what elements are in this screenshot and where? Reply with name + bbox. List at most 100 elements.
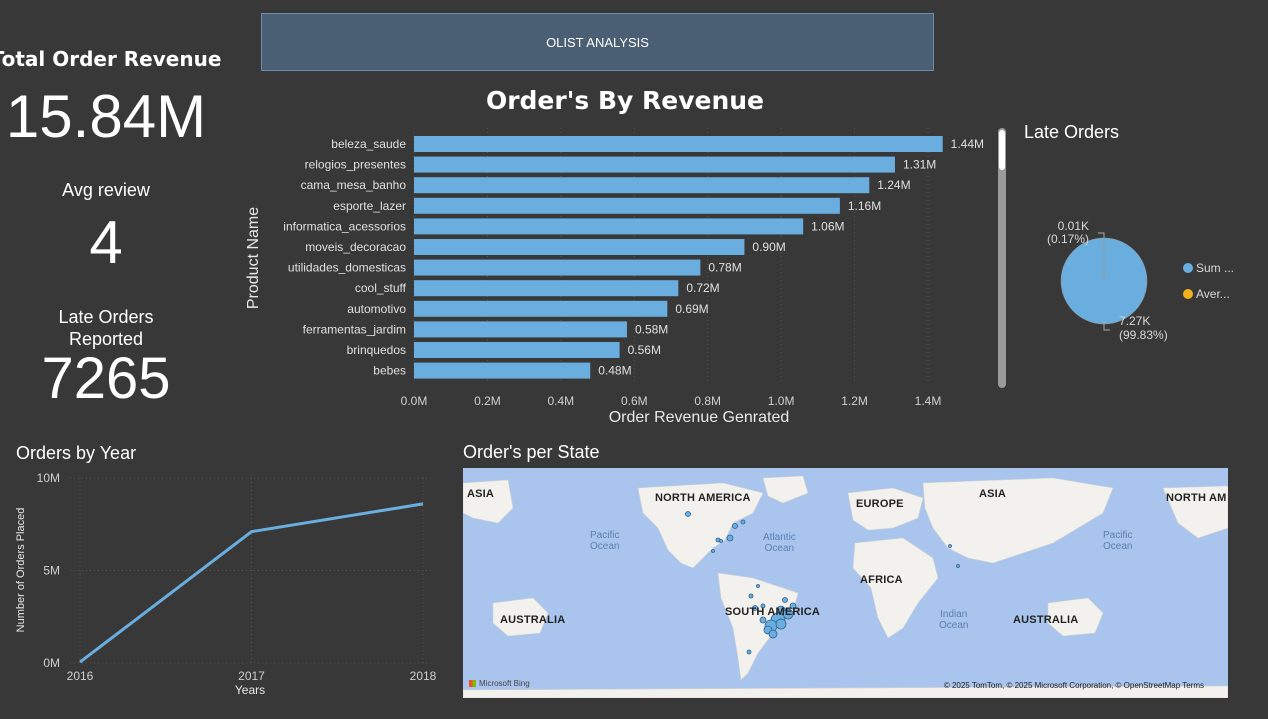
revenue-bar xyxy=(414,259,701,276)
continent-label-australia-left: AUSTRALIA xyxy=(500,614,566,626)
total-revenue-label: Total Order Revenue xyxy=(0,47,222,71)
revenue-bar xyxy=(414,218,804,235)
pie-leader-line-large xyxy=(1103,322,1110,331)
bar-category-label: bebes xyxy=(373,364,406,378)
bar-x-tick-label: 1.2M xyxy=(841,394,868,408)
legend-marker xyxy=(1183,263,1193,273)
revenue-bar xyxy=(414,177,870,194)
bar-category-label: cama_mesa_banho xyxy=(301,178,407,192)
revenue-bar xyxy=(414,342,620,358)
bar-data-label: 0.90M xyxy=(752,240,785,254)
legend-label: Aver... xyxy=(1196,287,1230,301)
banner-title: OLIST ANALYSIS xyxy=(546,34,649,50)
bar-data-label: 0.56M xyxy=(628,343,661,357)
line-x-axis-title: Years xyxy=(235,683,265,697)
continent-label-asia-left: ASIA xyxy=(467,488,495,500)
bar-x-tick-label: 1.0M xyxy=(768,394,795,408)
bar-data-label: 0.69M xyxy=(675,302,708,316)
ocean-label-indian: Indian Ocean xyxy=(939,609,969,631)
late-orders-pie-chart[interactable]: 0.01K(0.17%) 7.27K(99.83%) Sum ... Aver... xyxy=(1030,215,1260,350)
bar-x-tick-label: 0.8M xyxy=(694,394,721,408)
bar-data-label: 0.48M xyxy=(598,364,631,378)
pie-leader-line-small xyxy=(1098,232,1105,238)
avg-review-label: Avg review xyxy=(62,180,150,200)
pie-label-small-value: 0.01K xyxy=(1058,219,1089,233)
line-y-tick-label: 0M xyxy=(43,656,60,670)
late-orders-chart-title: Late Orders xyxy=(1024,122,1120,142)
revenue-bar-chart[interactable]: 0.0M 0.2M 0.4M 0.6M 0.8M 1.0M 1.2M 1.4M beleza_s… xyxy=(240,120,1020,430)
revenue-bar xyxy=(414,197,840,214)
revenue-bar xyxy=(414,239,745,255)
revenue-bar xyxy=(414,280,679,297)
bing-logo-text: Microsoft Bing xyxy=(479,679,530,688)
bar-data-label: 1.24M xyxy=(877,178,910,192)
bar-category-label: informatica_acessorios xyxy=(283,219,406,233)
bing-logo: Microsoft Bing xyxy=(469,679,530,688)
orders-by-year-title: Orders by Year xyxy=(16,443,137,463)
bar-data-label: 0.78M xyxy=(708,261,741,275)
bar-category-label: utilidades_domesticas xyxy=(288,261,406,275)
bar-x-tick-label: 1.4M xyxy=(915,394,942,408)
late-orders-value: 7265 xyxy=(41,346,171,411)
continent-label-north-america: NORTH AMERICA xyxy=(655,492,751,504)
continent-label-africa: AFRICA xyxy=(860,574,903,586)
bar-category-label: esporte_lazer xyxy=(333,199,406,213)
bar-data-label: 1.44M xyxy=(951,137,984,151)
late-orders-label: Late Orders Reported xyxy=(0,306,232,350)
legend-marker xyxy=(1183,289,1193,299)
legend-label: Sum ... xyxy=(1196,261,1234,275)
bar-chart-title: Order's By Revenue xyxy=(485,86,765,115)
bar-category-label: moveis_decoracao xyxy=(305,240,406,254)
pie-label-large-value: 7.27K xyxy=(1119,314,1150,328)
bar-scrollbar-thumb xyxy=(999,130,1005,170)
pie-label-small-pct: (0.17%) xyxy=(1047,232,1089,246)
revenue-bar xyxy=(414,136,943,152)
orders-line-series xyxy=(79,502,424,664)
bar-x-tick-label: 0.0M xyxy=(401,394,428,408)
pie-label-large-pct: (99.83%) xyxy=(1119,328,1168,342)
total-revenue-value: 15.84M xyxy=(5,83,207,150)
late-orders-label-line2: Reported xyxy=(68,329,144,349)
bar-x-tick-label: 0.6M xyxy=(621,394,648,408)
bar-category-label: brinquedos xyxy=(347,343,406,357)
bar-category-label: ferramentas_jardim xyxy=(303,322,406,336)
map-attribution[interactable]: © 2025 TomTom, © 2025 Microsoft Corporat… xyxy=(943,681,1204,690)
bar-category-label: beleza_saude xyxy=(331,137,406,151)
bar-x-tick-label: 0.4M xyxy=(548,394,575,408)
continent-label-north-am-right: NORTH AM xyxy=(1166,492,1227,504)
continent-label-europe: EUROPE xyxy=(856,498,904,510)
orders-by-year-line-chart[interactable]: 0M 5M 10M 2016 2017 2018 Years Number of Orders… xyxy=(10,465,450,705)
bar-scrollbar-track xyxy=(998,128,1006,388)
avg-review-value: 4 xyxy=(89,209,123,276)
bar-category-label: cool_stuff xyxy=(355,281,407,295)
bar-x-tick-label: 0.2M xyxy=(474,394,501,408)
bar-data-label: 1.31M xyxy=(903,158,936,172)
line-x-tick-label: 2016 xyxy=(67,669,94,683)
report-title-banner[interactable]: OLIST ANALYSIS xyxy=(261,13,934,71)
line-y-tick-label: 5M xyxy=(43,564,60,578)
continent-label-australia: AUSTRALIA xyxy=(1013,614,1079,626)
bar-y-axis-title: Product Name xyxy=(245,207,262,309)
world-landmass xyxy=(463,475,1228,698)
revenue-bar xyxy=(414,156,895,173)
line-y-axis-title: Number of Orders Placed xyxy=(15,508,27,633)
continent-label-asia: ASIA xyxy=(979,488,1007,500)
bing-squares-icon xyxy=(469,680,476,688)
late-orders-label-line1: Late Orders xyxy=(58,307,154,327)
line-x-tick-label: 2017 xyxy=(238,669,265,683)
map-title: Order's per State xyxy=(463,442,600,462)
bar-data-label: 0.58M xyxy=(635,322,668,336)
bar-data-label: 1.16M xyxy=(848,199,881,213)
ocean-label-pacific-right: Pacific Ocean xyxy=(1103,530,1133,552)
orders-per-state-map[interactable]: ASIA NORTH AMERICA EUROPE ASIA NORTH AM … xyxy=(463,468,1228,698)
bar-category-label: automotivo xyxy=(347,302,406,316)
bar-x-axis-title: Order Revenue Genrated xyxy=(609,409,790,426)
bar-data-label: 1.06M xyxy=(811,219,844,233)
revenue-bar xyxy=(414,362,591,379)
bar-data-label: 0.72M xyxy=(686,281,719,295)
line-y-tick-label: 10M xyxy=(37,471,60,485)
revenue-bar xyxy=(414,321,627,338)
revenue-bar xyxy=(414,300,668,317)
ocean-label-pacific-left: Pacific Ocean xyxy=(590,530,620,552)
continent-label-south-america: SOUTH AMERICA xyxy=(725,606,821,618)
